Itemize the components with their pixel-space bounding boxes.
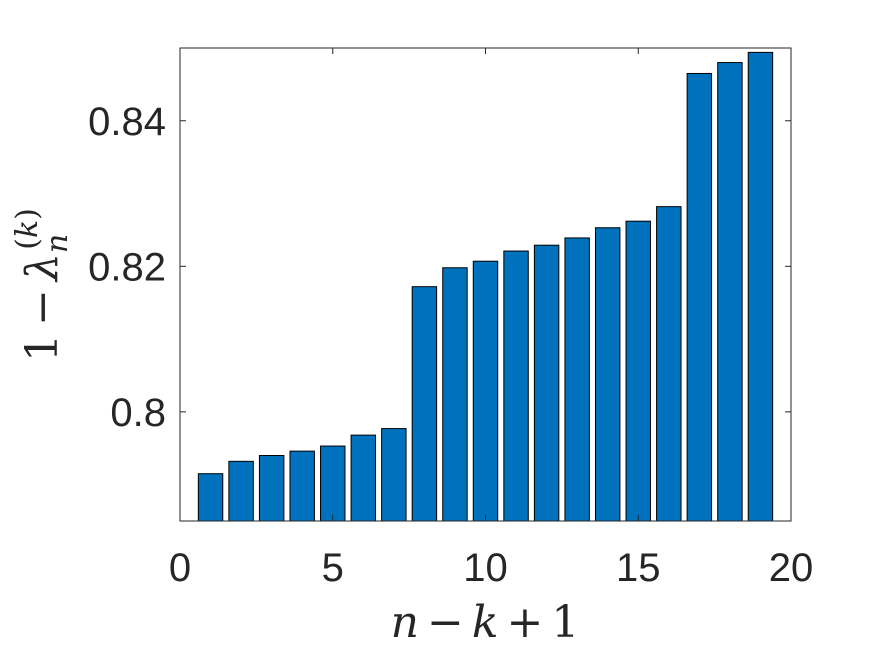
bar-18 <box>717 62 743 522</box>
bar-13 <box>564 237 590 522</box>
bar-1 <box>197 473 224 522</box>
bar-16 <box>656 206 682 522</box>
bar-19 <box>747 51 774 522</box>
bar-15 <box>625 220 651 522</box>
bar-2 <box>228 460 254 522</box>
x-tick-label: 0 <box>169 546 191 590</box>
bar-6 <box>350 434 377 522</box>
bar-10 <box>472 260 499 522</box>
bars <box>197 51 774 522</box>
bar-5 <box>320 445 346 522</box>
x-tick-label: 20 <box>769 546 814 590</box>
x-tick-label: 15 <box>616 546 661 590</box>
y-tick-label: 0.82 <box>88 245 166 289</box>
bar-12 <box>533 244 560 522</box>
bar-14 <box>594 227 621 522</box>
y-tick-label: 0.8 <box>110 391 166 435</box>
y-axis-label: 1−λn(k) <box>10 208 75 362</box>
x-axis-label: n − k +1 <box>391 597 580 648</box>
y-tick-label: 0.84 <box>88 100 166 144</box>
bar-7 <box>381 428 407 522</box>
bar-17 <box>686 72 713 522</box>
axis-ticks <box>179 48 792 521</box>
bar-3 <box>258 455 285 522</box>
bar-11 <box>503 250 529 522</box>
bar-9 <box>442 267 468 522</box>
y-tick-labels: 0.8 0.82 0.84 <box>88 100 166 435</box>
svg-text:1−λn(k): 1−λn(k) <box>10 208 75 362</box>
bar-4 <box>289 450 315 522</box>
x-tick-label: 10 <box>463 546 508 590</box>
bar-8 <box>411 286 438 522</box>
x-tick-labels: 0 5 10 15 20 <box>169 546 813 590</box>
x-tick-label: 5 <box>322 546 344 590</box>
